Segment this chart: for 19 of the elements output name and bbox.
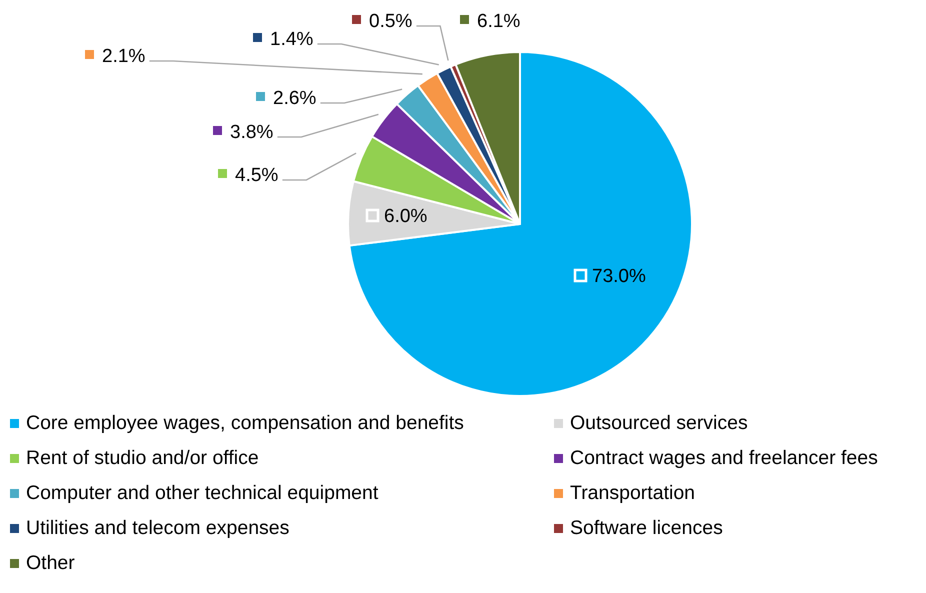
legend-label: Rent of studio and/or office [26,446,259,470]
legend-label: Other [26,552,75,574]
legend-label: Transportation [570,482,696,504]
data-label: 6.0% [384,206,428,227]
data-label: 2.1% [102,46,146,67]
legend-label: Utilities and telecom expenses [26,516,290,540]
pie-slice [348,51,693,397]
data-label: 3.8% [230,122,274,143]
legend-label: Outsourced services [570,412,748,434]
data-label: 6.1% [477,11,520,32]
data-label: 1.4% [270,29,314,50]
data-label: 0.5% [369,11,412,32]
legend-label: Core employee wages, compensation and benefits [26,412,464,434]
legend-label: Software licences [570,516,723,540]
data-label: 4.5% [235,165,278,186]
legend-label: Contract wages and freelancer fees [570,446,878,470]
data-label: 73.0% [592,266,646,287]
legend-label: Computer and other technical equipment [26,482,378,504]
data-label: 2.6% [273,88,316,109]
